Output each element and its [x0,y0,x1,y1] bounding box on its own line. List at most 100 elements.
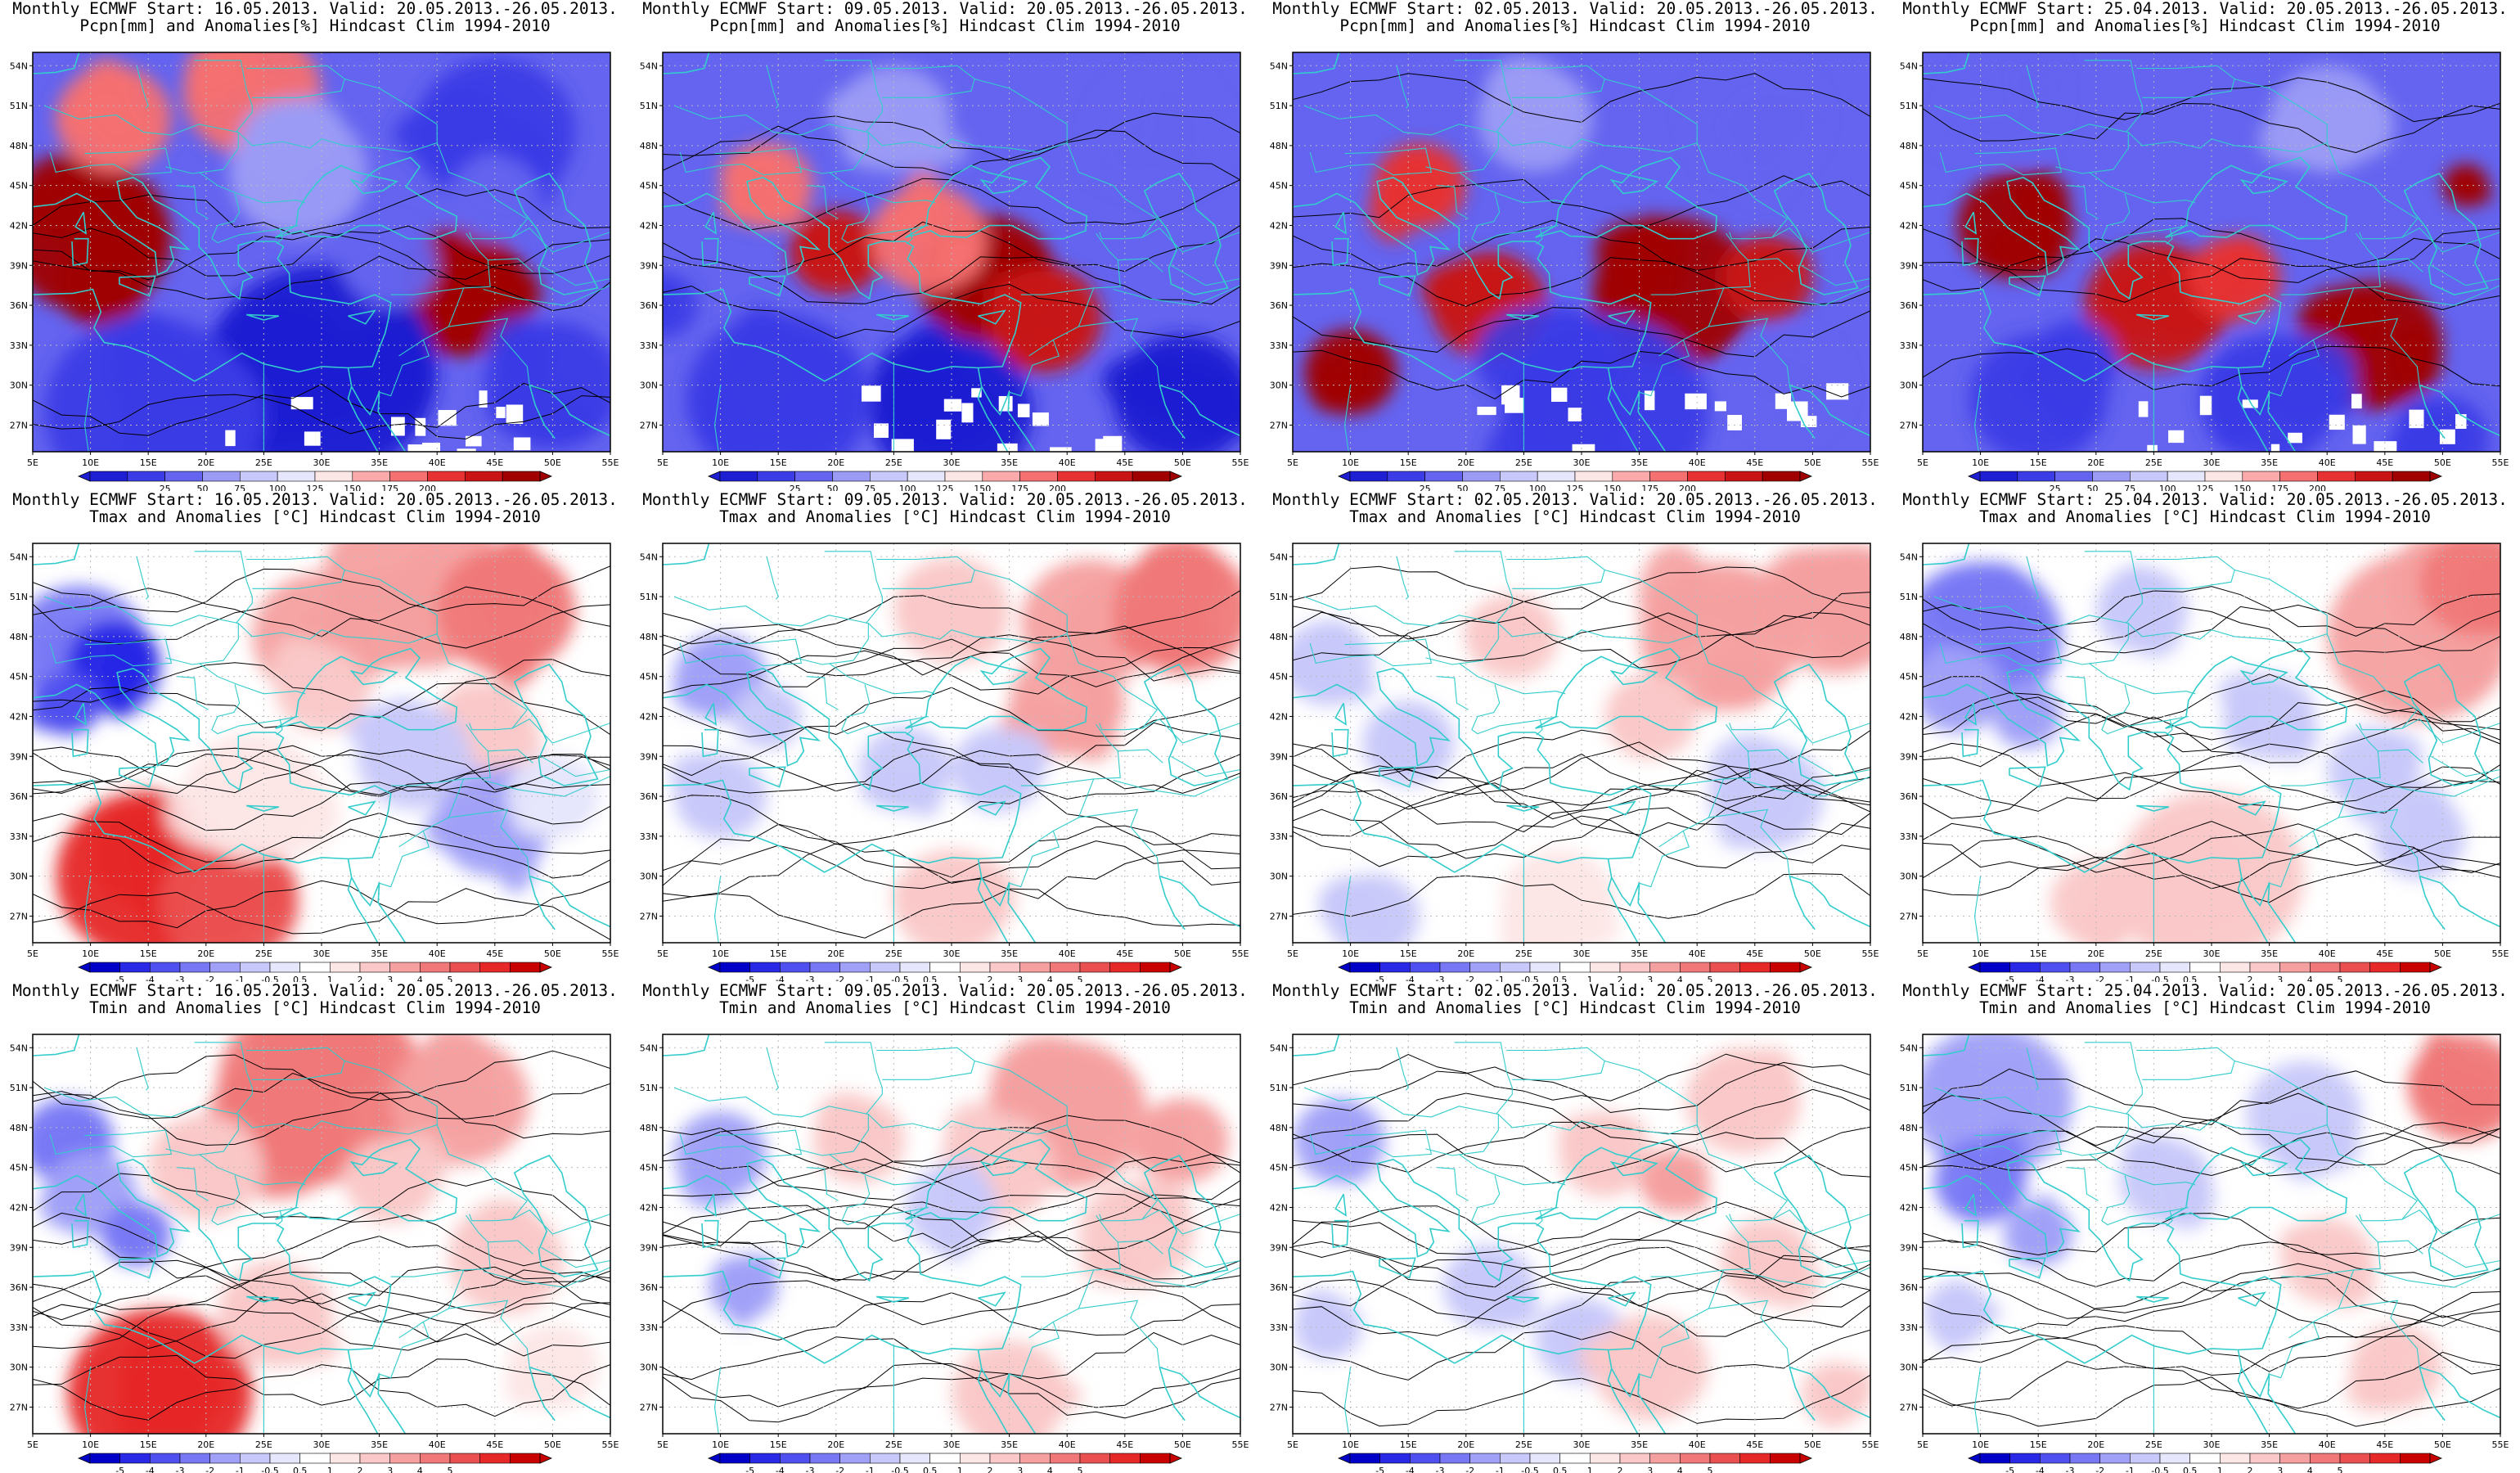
lon-tick-label: 20E [827,948,844,959]
lon-tick-label: 10E [82,1439,99,1450]
lat-tick-label: 36N [640,1282,658,1293]
lat-tick-label: 48N [1900,1123,1918,1133]
lat-tick-label: 54N [1270,1043,1288,1053]
lon-tick-label: 30E [943,948,961,959]
lat-tick-label: 36N [1900,300,1918,311]
colorbar-tick-label: 5 [1708,1466,1713,1473]
lon-tick-label: 40E [2319,1439,2336,1450]
lat-tick-label: 45N [1900,1163,1918,1173]
colorbar-tick-label: 4 [2307,975,2313,982]
colorbar: 25 50 75 100 125 150 175 200 [77,471,553,491]
map-panel-precipitation-1: 27N 30N 33N 36N 39N 42N 45N 48N 51N 54N 5E 10E 15E 20… [0,0,630,491]
lon-tick-label: 20E [197,457,214,468]
lon-tick-label: 35E [1001,1439,1018,1450]
panel-title: Monthly ECMWF Start: 25.04.2013. Valid: … [1902,490,2508,509]
lon-tick-label: 25E [2145,1439,2162,1450]
lon-tick-label: 5E [657,948,668,959]
colorbar: 25 50 75 100 125 150 175 200 [1337,471,1813,491]
lon-tick-label: 15E [770,1439,787,1450]
colorbar-tick-label: 1 [2217,1466,2223,1473]
colorbar-tick-label: 1 [327,975,333,982]
lat-tick-label: 45N [640,1163,658,1173]
lon-tick-label: 45E [1116,457,1133,468]
colorbar-tick-label: -4 [146,975,155,982]
lat-tick-label: 39N [10,751,28,762]
lon-tick-label: 15E [1400,457,1417,468]
colorbar: -5 -4 -3 -2 -1 -0.5 0.5 1 2 3 4 5 [77,962,553,982]
lat-tick-label: 51N [1900,592,1918,602]
colorbar-tick-label: 75 [1494,484,1505,491]
colorbar: -5 -4 -3 -2 -1 -0.5 0.5 1 2 3 4 5 [1337,1453,1813,1473]
colorbar-tick-label: -3 [2066,1466,2075,1473]
lon-tick-label: 15E [2030,948,2047,959]
lon-tick-label: 35E [1631,948,1648,959]
anomaly-field [33,543,610,943]
lon-tick-label: 5E [1917,948,1928,959]
lat-tick-label: 45N [1270,672,1288,682]
lat-tick-label: 54N [1270,61,1288,71]
lat-tick-label: 51N [1270,1083,1288,1093]
lon-tick-label: 5E [1917,1439,1928,1450]
panel-subtitle: Pcpn[mm] and Anomalies[%] Hindcast Clim … [1339,16,1811,35]
lon-tick-label: 30E [2203,948,2221,959]
colorbar-tick-label: 4 [2307,1466,2313,1473]
lat-tick-label: 27N [1900,420,1918,430]
panel-title: Monthly ECMWF Start: 25.04.2013. Valid: … [1902,0,2508,18]
colorbar-tick-label: 5 [2338,975,2343,982]
lon-tick-label: 55E [1862,948,1879,959]
lat-tick-label: 27N [1900,1402,1918,1412]
lat-tick-label: 27N [10,420,28,430]
lon-tick-label: 5E [27,948,38,959]
colorbar: -5 -4 -3 -2 -1 -0.5 0.5 1 2 3 4 5 [1337,962,1813,982]
colorbar-tick-label: 200 [2309,484,2326,491]
lat-tick-label: 42N [1270,711,1288,722]
colorbar-tick-label: 0.5 [2183,1466,2198,1473]
panel-subtitle: Tmin and Anomalies [°C] Hindcast Clim 19… [1349,998,1801,1017]
lon-tick-label: 35E [2261,1439,2278,1450]
lat-tick-label: 30N [640,381,658,391]
lon-tick-label: 10E [1342,1439,1359,1450]
lat-tick-label: 45N [640,672,658,682]
lat-tick-label: 42N [10,711,28,722]
lon-tick-label: 5E [27,1439,38,1450]
lon-tick-label: 20E [2087,457,2104,468]
colorbar-tick-label: -5 [745,975,754,982]
panel-subtitle: Tmax and Anomalies [°C] Hindcast Clim 19… [89,507,541,526]
lon-tick-label: 30E [2203,457,2221,468]
colorbar-tick-label: 50 [197,484,209,491]
lat-tick-label: 42N [640,711,658,722]
colorbar-tick-label: -4 [2036,1466,2045,1473]
colorbar-tick-label: 3 [1647,1466,1653,1473]
anomaly-field [1923,52,2500,452]
colorbar-tick-label: -4 [776,1466,785,1473]
lat-tick-label: 39N [640,260,658,271]
colorbar: -5 -4 -3 -2 -1 -0.5 0.5 1 2 3 4 5 [707,962,1183,982]
lat-tick-label: 48N [1270,1123,1288,1133]
lon-tick-label: 50E [1804,1439,1821,1450]
colorbar-tick-label: -1 [2126,975,2135,982]
lon-tick-label: 15E [1400,1439,1417,1450]
colorbar-tick-label: 2 [1618,975,1623,982]
colorbar-tick-label: -1 [866,1466,875,1473]
colorbar-tick-label: 2 [2248,1466,2253,1473]
colorbar-tick-label: 125 [2197,484,2214,491]
lon-tick-label: 25E [255,1439,272,1450]
lon-tick-label: 40E [429,948,446,959]
lon-tick-label: 10E [82,948,99,959]
lon-tick-label: 35E [1001,457,1018,468]
map-panel-precipitation-3: 27N 30N 33N 36N 39N 42N 45N 48N 51N 54N 5E 10E 15E 20… [1260,0,1890,491]
lat-tick-label: 36N [1270,1282,1288,1293]
lat-tick-label: 51N [640,592,658,602]
lat-tick-label: 48N [10,1123,28,1133]
colorbar-tick-label: -5 [2005,1466,2014,1473]
colorbar-tick-label: 5 [1078,975,1083,982]
lon-tick-label: 50E [2434,948,2451,959]
panel-subtitle: Tmax and Anomalies [°C] Hindcast Clim 19… [1979,507,2431,526]
lon-tick-label: 30E [1573,1439,1591,1450]
lon-tick-label: 40E [2319,948,2336,959]
lat-tick-label: 51N [1900,101,1918,111]
colorbar: -5 -4 -3 -2 -1 -0.5 0.5 1 2 3 4 5 [77,1453,553,1473]
lat-tick-label: 27N [10,1402,28,1412]
